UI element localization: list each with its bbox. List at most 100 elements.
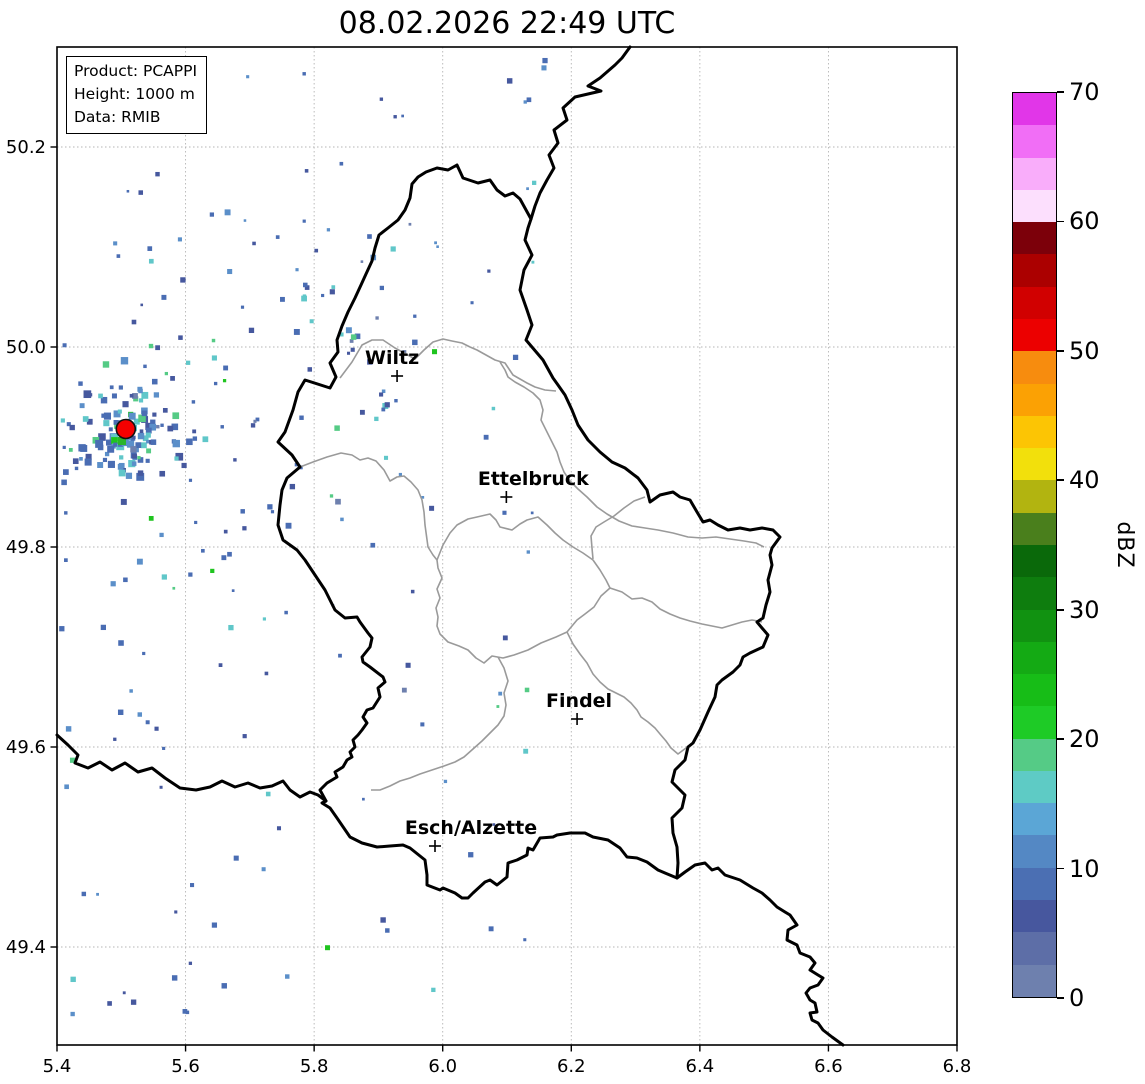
radar-echo-pixel bbox=[374, 416, 379, 422]
colorbar-band bbox=[1013, 480, 1056, 513]
colorbar-tick bbox=[1057, 867, 1064, 870]
radar-echo-pixel bbox=[155, 171, 160, 177]
radar-echo-pixel bbox=[524, 687, 530, 693]
country-borders bbox=[55, 45, 845, 1047]
colorbar-band bbox=[1013, 900, 1056, 933]
radar-echo-pixel bbox=[402, 350, 407, 355]
radar-echo-pixel bbox=[123, 577, 128, 583]
radar-echo-pixel bbox=[227, 551, 232, 557]
radar-echo-pixel bbox=[394, 398, 398, 403]
radar-echo-pixel bbox=[488, 926, 494, 932]
radar-echo-pixel bbox=[95, 439, 104, 448]
radar-echo-pixel bbox=[321, 293, 325, 298]
radar-echo-pixel bbox=[303, 282, 308, 288]
radar-echo-pixel bbox=[250, 423, 256, 428]
colorbar-tick bbox=[1057, 608, 1064, 611]
radar-echo-pixel bbox=[359, 409, 365, 415]
radar-echo-pixel bbox=[301, 295, 307, 302]
radar-echo-pixel bbox=[243, 219, 247, 222]
radar-echo-pixel bbox=[130, 446, 137, 453]
radar-echo-pixel bbox=[326, 228, 331, 232]
colorbar-tick bbox=[1057, 997, 1064, 999]
radar-echo-pixel bbox=[242, 734, 247, 739]
radar-echo-pixel bbox=[88, 393, 93, 397]
x-tick-label: 5.4 bbox=[43, 1056, 72, 1077]
radar-echo-pixel bbox=[146, 439, 150, 444]
radar-echo-pixel bbox=[421, 495, 425, 499]
city-label: Ettelbruck bbox=[478, 468, 589, 490]
radar-echo-pixel bbox=[65, 726, 72, 732]
axes: 5.4 5.6 5.8 6.0 6.2 6.4 6.6 6.8 49.4 49.6 49.8 50.0… bbox=[6, 46, 972, 1077]
radar-echo-pixel bbox=[69, 757, 76, 763]
radar-echo-pixel bbox=[70, 1011, 75, 1017]
radar-echo-pixel bbox=[223, 365, 229, 371]
x-tick-label: 6.8 bbox=[943, 1056, 972, 1077]
radar-echo-pixel bbox=[218, 663, 223, 667]
radar-echo-pixel bbox=[133, 418, 140, 425]
radar-echo-pixel bbox=[188, 478, 193, 482]
radar-echo-pixel bbox=[113, 442, 118, 447]
radar-echo-pixel bbox=[429, 505, 435, 511]
radar-echo-pixel bbox=[413, 314, 417, 318]
colorbar-band bbox=[1013, 286, 1056, 319]
radar-echo-pixel bbox=[381, 389, 386, 394]
canton-border bbox=[499, 361, 765, 548]
radar-echo-pixel bbox=[110, 581, 116, 587]
radar-echo-pixel bbox=[63, 469, 69, 475]
radar-echo-pixel bbox=[137, 712, 143, 717]
radar-echo-pixel bbox=[78, 381, 83, 386]
radar-echo-pixel bbox=[120, 357, 129, 365]
radar-echo-pixel bbox=[265, 791, 271, 797]
product-info-box: Product: PCAPPI Height: 1000 m Data: RMI… bbox=[66, 56, 208, 134]
radar-echo-pixel bbox=[211, 338, 216, 343]
radar-echo-pixel bbox=[136, 558, 143, 565]
radar-echo-pixel bbox=[405, 662, 411, 668]
radar-echo-pixel bbox=[82, 416, 89, 422]
radar-echo-pixel bbox=[116, 254, 121, 258]
canton-border bbox=[371, 656, 509, 791]
radar-echo-pixel bbox=[142, 435, 149, 442]
radar-echo-pixel bbox=[153, 392, 160, 398]
radar-echo-pixel bbox=[307, 367, 313, 372]
radar-echo-pixel bbox=[74, 466, 79, 471]
colorbar-band bbox=[1013, 867, 1056, 901]
radar-echo-pixel bbox=[398, 472, 402, 477]
radar-echo-pixel bbox=[161, 294, 167, 300]
radar-echo-pixel bbox=[401, 114, 404, 118]
radar-echo-pixel bbox=[113, 410, 121, 418]
radar-echo-pixel bbox=[117, 409, 122, 414]
neighbour-border bbox=[55, 733, 328, 803]
radar-echo-pixel bbox=[523, 938, 527, 942]
radar-echo-pixel bbox=[192, 436, 198, 441]
canton-border bbox=[590, 496, 646, 560]
radar-echo-pixel bbox=[192, 429, 197, 434]
radar-echo-pixel bbox=[299, 415, 304, 420]
colorbar-band bbox=[1013, 157, 1056, 190]
radar-echo-pixel bbox=[64, 558, 68, 563]
radar-echo-pixel bbox=[171, 423, 179, 431]
radar-echo-pixel bbox=[62, 343, 67, 348]
radar-echo-pixel bbox=[380, 917, 386, 923]
radar-echo-pixel bbox=[160, 423, 164, 427]
radar-echo-pixel bbox=[334, 425, 340, 431]
radar-echo-pixel bbox=[145, 427, 152, 434]
radar-site-dot bbox=[115, 418, 137, 440]
radar-echo-pixel bbox=[107, 460, 115, 468]
radar-echo-pixel bbox=[138, 190, 144, 195]
radar-echo-pixel bbox=[431, 349, 438, 355]
radar-echo-pixel bbox=[162, 407, 168, 413]
colorbar-band bbox=[1013, 222, 1056, 255]
radar-echo-pixel bbox=[350, 347, 355, 352]
radar-echo-pixel bbox=[420, 722, 425, 727]
radar-echo-pixel bbox=[349, 339, 354, 343]
radar-echo-pixel bbox=[275, 235, 280, 239]
radar-echo-pixel bbox=[233, 855, 239, 861]
radar-echo-pixel bbox=[120, 498, 127, 505]
radar-echo-pixel bbox=[147, 246, 153, 251]
radar-echo-pixel bbox=[138, 398, 144, 403]
x-tick-label: 6.2 bbox=[557, 1056, 586, 1077]
colorbar bbox=[1012, 92, 1057, 998]
canton-border bbox=[435, 513, 611, 664]
radar-echo-pixel bbox=[384, 402, 390, 408]
radar-echo-pixel bbox=[145, 458, 150, 463]
